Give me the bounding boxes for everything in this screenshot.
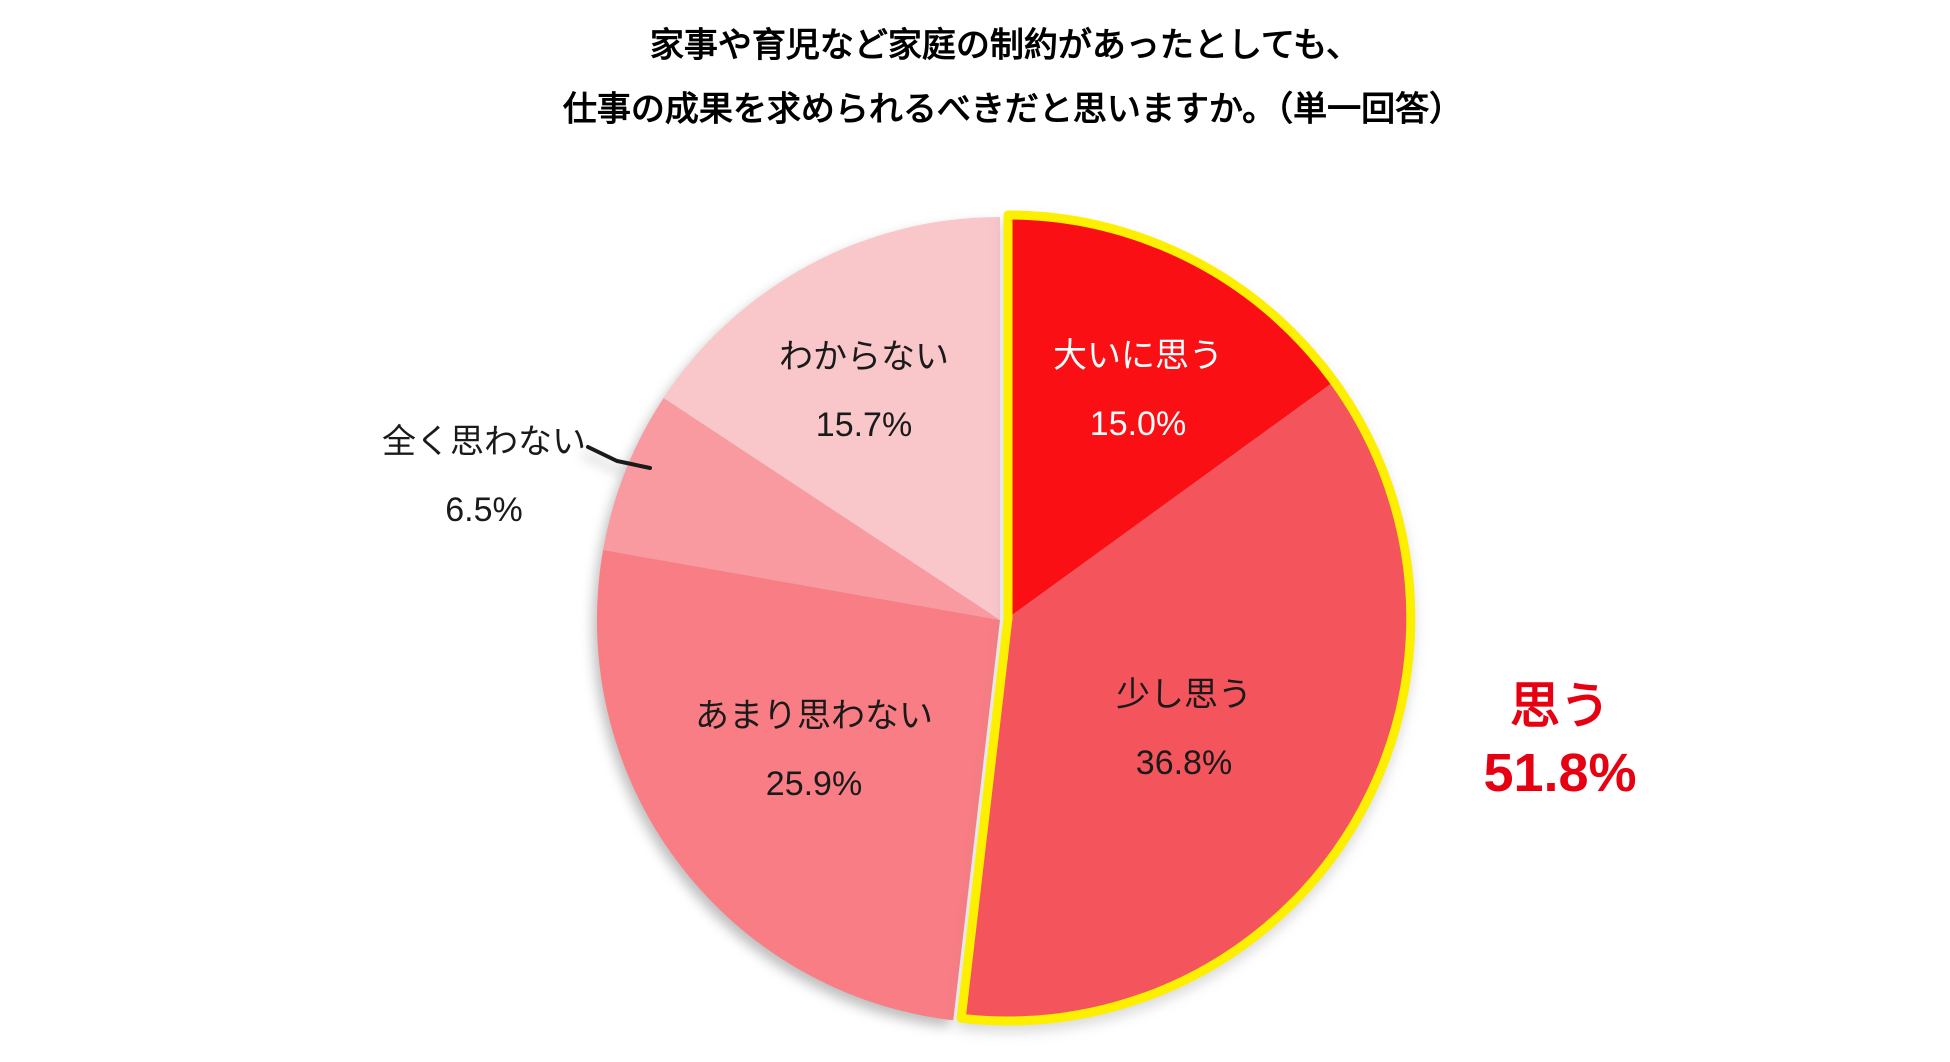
label-amari-omowanai-pct: 25.9% (765, 765, 863, 803)
chart-title-line1: 家事や育児など家庭の制約があったとしても、 (649, 26, 1361, 65)
pie-slice-1 (961, 381, 1412, 1022)
pie-group-omowanai (586, 216, 1000, 1021)
label-wakaranai: わからない 15.7% (779, 323, 949, 459)
group-annotation-omou: 思う 51.8% (1483, 675, 1636, 809)
label-mattaku-omowanai: 全く思わない 6.5% (382, 408, 586, 544)
label-ooini-omou: 大いに思う 15.0% (1053, 322, 1223, 458)
group-annotation-omou-pct: 51.8% (1483, 743, 1637, 803)
pie-slice-3 (603, 398, 1000, 620)
highlight-outline (956, 210, 1416, 1026)
label-wakaranai-pct: 15.7% (815, 406, 913, 444)
label-wakaranai-text: わからない (779, 338, 949, 376)
pie-slice-0 (1008, 215, 1335, 618)
label-amari-omowanai-text: あまり思わない (695, 697, 933, 735)
label-amari-omowanai: あまり思わない 25.9% (695, 682, 933, 818)
label-sukoshi-omou-pct: 36.8% (1135, 744, 1233, 782)
chart-title-line2: 仕事の成果を求められるべきだと思いますか。（単一回答） (562, 90, 1464, 129)
label-mattaku-omowanai-text: 全く思わない (382, 423, 586, 461)
pie-slice-4 (663, 216, 1000, 620)
label-ooini-omou-text: 大いに思う (1053, 337, 1223, 375)
pie-group-omou (956, 210, 1416, 1026)
label-ooini-omou-pct: 15.0% (1089, 405, 1187, 443)
label-sukoshi-omou: 少し思う 36.8% (1116, 661, 1252, 797)
pie-slice-2 (596, 550, 1000, 1021)
label-mattaku-omowanai-pct: 6.5% (445, 491, 523, 529)
group-annotation-omou-text: 思う (1510, 678, 1610, 734)
leader-line (586, 445, 652, 470)
label-sukoshi-omou-text: 少し思う (1116, 676, 1252, 714)
